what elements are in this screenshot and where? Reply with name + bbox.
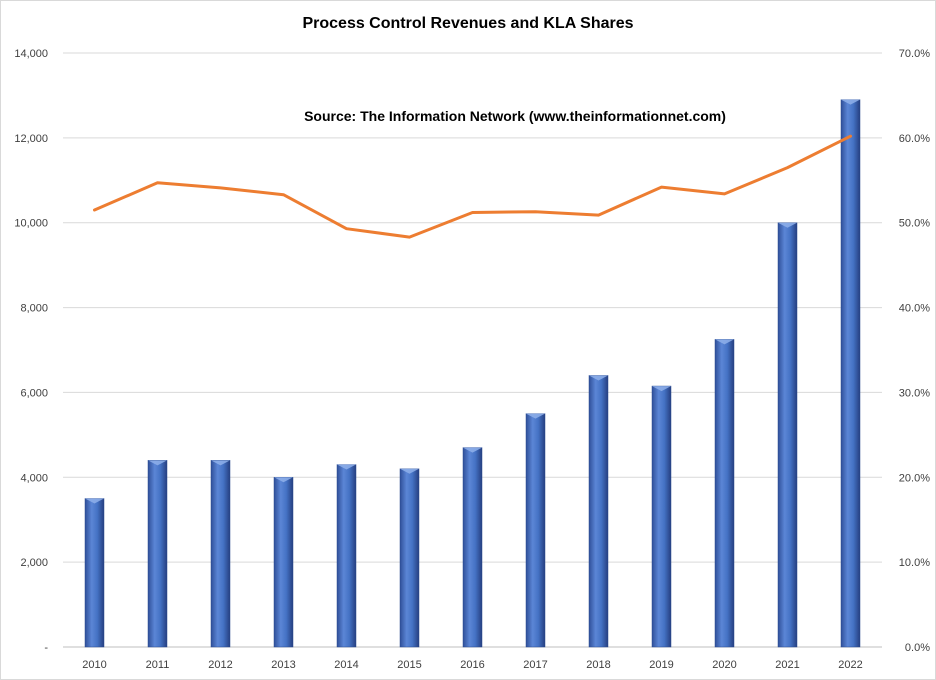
right-tick-label: 70.0% [899,48,930,60]
left-tick-label: - [44,642,48,654]
bar [147,460,168,648]
x-axis-ticks: 2010 2011 2012 2013 2014 2015 2016 2017 2018 2019… [82,659,862,671]
x-tick-label: 2018 [586,659,610,671]
x-tick-label: 2016 [460,659,484,671]
bar [273,477,294,648]
right-tick-label: 50.0% [899,218,930,230]
x-tick-label: 2010 [82,659,106,671]
bar [840,99,861,648]
left-tick-label: 4,000 [20,472,48,484]
x-tick-label: 2019 [649,659,673,671]
right-tick-label: 0.0% [905,642,930,654]
left-tick-label: 14,000 [14,48,48,60]
chart-title: Process Control Revenues and KLA Shares [302,15,633,32]
line-series [93,134,852,239]
left-tick-label: 6,000 [20,387,48,399]
x-tick-label: 2021 [775,659,799,671]
x-tick-label: 2013 [271,659,295,671]
bar-highlight [274,477,293,483]
x-tick-label: 2017 [523,659,547,671]
left-tick-label: 10,000 [14,218,48,230]
bar [399,468,420,648]
bar-highlight [841,99,860,105]
right-tick-label: 40.0% [899,303,930,315]
bar [84,498,105,648]
x-tick-label: 2015 [397,659,421,671]
bar [714,339,735,648]
bar-highlight [85,498,104,504]
bar [336,464,357,648]
left-tick-label: 8,000 [20,303,48,315]
bar-highlight [148,460,167,466]
bar-highlight [337,464,356,470]
right-tick-label: 30.0% [899,387,930,399]
bar-highlight [715,339,734,345]
bar-highlight [778,222,797,228]
share-line [93,134,852,239]
x-tick-label: 2020 [712,659,736,671]
bar-highlight [400,468,419,474]
x-tick-label: 2012 [208,659,232,671]
source-annotation: Source: The Information Network (www.the… [304,108,726,124]
x-tick-label: 2011 [146,659,170,671]
x-tick-label: 2014 [334,659,358,671]
bar-highlight [589,375,608,381]
bar [525,413,546,648]
bar [777,222,798,648]
bar-highlight [463,447,482,453]
x-tick-label: 2022 [838,659,862,671]
left-tick-label: 12,000 [14,133,48,145]
left-tick-label: 2,000 [20,557,48,569]
right-tick-label: 60.0% [899,133,930,145]
bar-highlight [652,386,671,392]
bar-series [84,99,861,648]
right-tick-label: 10.0% [899,557,930,569]
right-axis-ticks: 0.0% 10.0% 20.0% 30.0% 40.0% 50.0% 60.0% 70.0% [899,48,930,654]
bar-highlight [211,460,230,466]
bar [210,460,231,648]
bar [588,375,609,648]
bar [651,385,672,648]
bar-highlight [526,413,545,419]
left-axis-ticks: - 2,000 4,000 6,000 8,000 10,000 12,000 14,000 [14,48,48,654]
bar [462,447,483,648]
right-tick-label: 20.0% [899,472,930,484]
